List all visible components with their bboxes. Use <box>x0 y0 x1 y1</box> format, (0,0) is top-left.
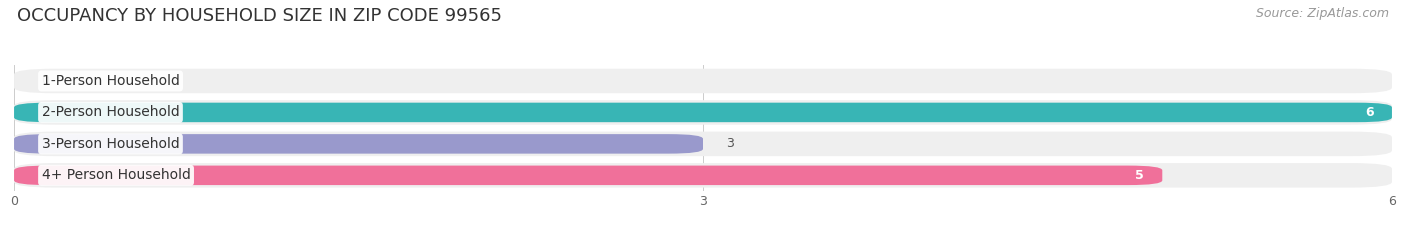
FancyBboxPatch shape <box>14 103 1392 122</box>
Text: OCCUPANCY BY HOUSEHOLD SIZE IN ZIP CODE 99565: OCCUPANCY BY HOUSEHOLD SIZE IN ZIP CODE … <box>17 7 502 25</box>
Text: 3: 3 <box>725 137 734 150</box>
Text: Source: ZipAtlas.com: Source: ZipAtlas.com <box>1256 7 1389 20</box>
Text: 6: 6 <box>1365 106 1374 119</box>
Text: 4+ Person Household: 4+ Person Household <box>42 168 190 182</box>
FancyBboxPatch shape <box>14 132 1392 156</box>
FancyBboxPatch shape <box>14 163 1392 188</box>
Text: 0: 0 <box>42 75 49 87</box>
Text: 1-Person Household: 1-Person Household <box>42 74 180 88</box>
FancyBboxPatch shape <box>14 100 1392 125</box>
FancyBboxPatch shape <box>14 166 1163 185</box>
Text: 3-Person Household: 3-Person Household <box>42 137 180 151</box>
Text: 2-Person Household: 2-Person Household <box>42 105 180 120</box>
Text: 5: 5 <box>1135 169 1144 182</box>
FancyBboxPatch shape <box>14 69 1392 93</box>
FancyBboxPatch shape <box>14 134 703 154</box>
